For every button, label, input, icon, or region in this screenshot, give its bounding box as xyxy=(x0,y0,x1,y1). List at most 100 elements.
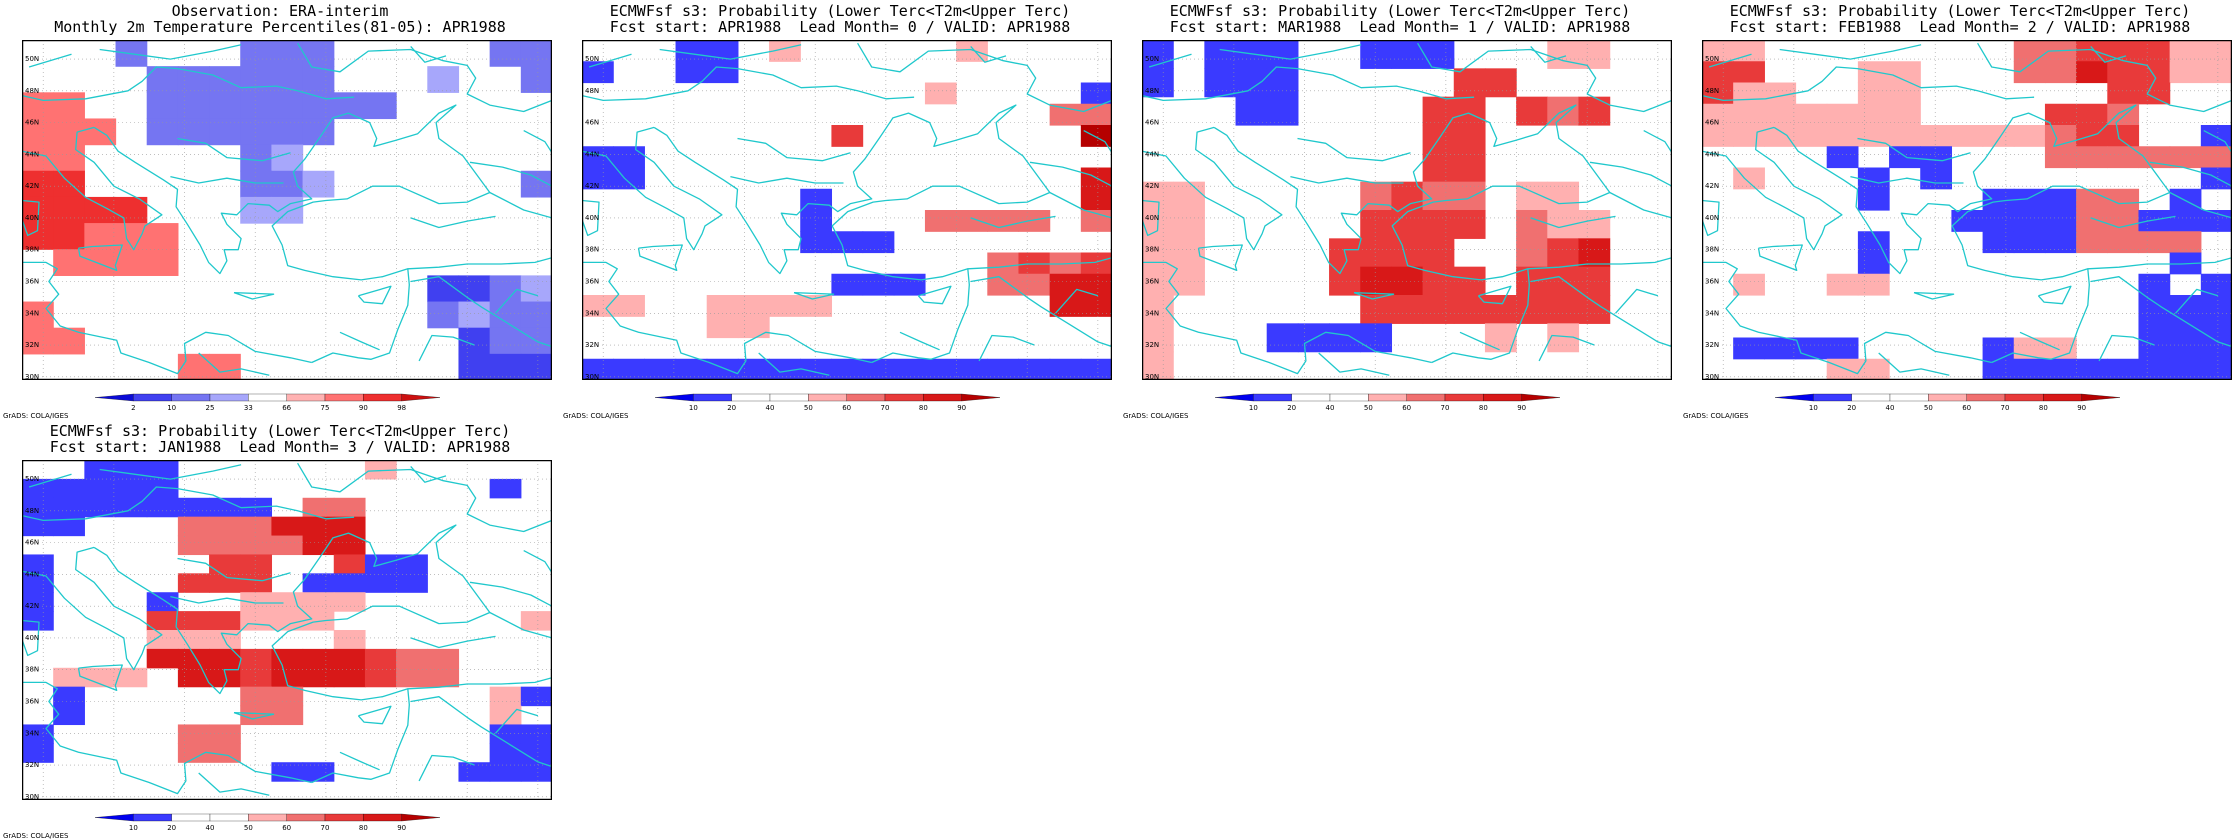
grid-cell xyxy=(675,358,708,380)
grid-cell xyxy=(2044,146,2077,169)
grid-cell xyxy=(333,554,366,574)
grid-cell xyxy=(427,66,460,93)
grid-cell xyxy=(302,762,335,782)
panel-lead1: ECMWFsf s3: Probability (Lower Terc<T2m<… xyxy=(1120,0,1680,420)
coastlines xyxy=(22,462,552,796)
coastline xyxy=(177,557,291,582)
lat-tick-label: 42N xyxy=(25,602,39,610)
grid-cell xyxy=(364,460,397,480)
grid-cell xyxy=(240,144,273,172)
grid-cell xyxy=(271,516,304,537)
grid-cell xyxy=(1422,96,1455,126)
grid-cell xyxy=(1516,96,1548,126)
lat-tick-label: 34N xyxy=(25,729,39,737)
graticule xyxy=(1702,40,2232,380)
grid-cell xyxy=(2169,146,2202,169)
grid-cell xyxy=(800,210,833,232)
coastline xyxy=(418,754,475,782)
colorbar-swatch xyxy=(133,393,172,402)
grid-cell xyxy=(146,460,179,480)
coastline xyxy=(582,126,723,251)
grid-cell xyxy=(240,170,273,198)
grid-cell xyxy=(2169,295,2202,317)
coastline xyxy=(1702,261,1992,375)
grid-cell xyxy=(613,167,645,190)
grid-cell xyxy=(2076,210,2108,232)
map-lead2: 50N48N46N44N42N40N38N36N34N32N30N10E15E2… xyxy=(1702,40,2232,380)
grid-cell xyxy=(1547,266,1580,296)
grid-cell xyxy=(1547,295,1580,324)
grid-cell xyxy=(22,170,54,198)
coastline xyxy=(857,42,1112,113)
grid-cell xyxy=(582,167,614,190)
grid-cell xyxy=(271,686,304,707)
lat-tick-label: 44N xyxy=(1705,150,1719,158)
grid-cell xyxy=(240,705,273,726)
lat-tick-label: 32N xyxy=(1145,341,1159,349)
grid-cell xyxy=(2138,210,2171,232)
colorbar-label: 70 xyxy=(2001,404,2010,412)
grid-cell xyxy=(2076,61,2108,84)
grid-cell xyxy=(146,630,179,650)
grid-cell xyxy=(146,478,179,499)
coastline xyxy=(582,199,600,237)
grid-cell xyxy=(240,611,273,631)
grid-cell xyxy=(53,497,85,518)
grid-cell xyxy=(1857,167,1890,190)
grid-cell xyxy=(2200,295,2232,317)
grid-cell xyxy=(271,667,304,688)
grid-cell xyxy=(209,92,241,120)
grid-cell xyxy=(177,667,210,688)
colorbar-swatch xyxy=(654,393,694,402)
grid-cell xyxy=(2013,231,2046,254)
grid-cell xyxy=(22,573,54,593)
grads-credit: GrADS: COLA/IGES xyxy=(3,412,69,420)
colorbar-swatch xyxy=(248,813,287,822)
coastline xyxy=(77,244,123,272)
grid-cell xyxy=(53,478,85,499)
coastline xyxy=(1142,66,1475,102)
lat-tick-label: 46N xyxy=(25,539,39,547)
grid-cell xyxy=(2200,358,2232,380)
grid-cell xyxy=(209,648,241,669)
lat-tick-label: 42N xyxy=(1705,182,1719,190)
grid-cell xyxy=(271,592,304,612)
lat-tick-label: 50N xyxy=(1705,55,1719,63)
coastline xyxy=(1857,137,1971,162)
grid-cell xyxy=(240,92,273,120)
grid-cell xyxy=(177,66,210,93)
grid-cell xyxy=(146,648,179,669)
panel-title-line2: Fcst start: JAN1988 Lead Month= 3 / VALI… xyxy=(49,438,511,456)
grid-cell xyxy=(1857,358,1890,380)
colorbar-swatch xyxy=(248,393,287,402)
colorbar-label: 75 xyxy=(321,404,330,412)
colorbar-label: 90 xyxy=(957,404,966,412)
grid-cell xyxy=(240,648,273,669)
grid-cell xyxy=(302,535,335,556)
grid-cell xyxy=(956,40,988,62)
grid-cell xyxy=(1857,273,1890,296)
colorbar-lead2: 10 20 40 50 60 70 80 90 xyxy=(1774,393,2121,412)
grid-cell xyxy=(520,762,552,782)
grid-cell xyxy=(1982,358,2015,380)
grid-cells xyxy=(1702,40,2232,380)
coastline xyxy=(1527,257,1672,270)
grid-cell xyxy=(1080,125,1112,147)
colorbar-swatch xyxy=(1329,393,1369,402)
grid-cell xyxy=(2169,316,2202,339)
grid-cell xyxy=(520,743,552,763)
grid-cell xyxy=(1951,210,1984,232)
colorbar-swatch xyxy=(286,813,326,822)
grid-cell xyxy=(146,611,179,631)
colorbar-swatch xyxy=(1214,393,1254,402)
colorbar-swatch xyxy=(324,813,364,822)
coastline xyxy=(588,53,632,68)
grid-cell xyxy=(520,66,552,93)
colorbar-lead1: 10 20 40 50 60 70 80 90 xyxy=(1214,393,1561,412)
lat-tick-label: 30N xyxy=(25,373,39,380)
grid-cell xyxy=(2169,358,2202,380)
coastline xyxy=(1530,276,1672,348)
coastline xyxy=(1913,291,1955,300)
coastline xyxy=(22,66,355,102)
